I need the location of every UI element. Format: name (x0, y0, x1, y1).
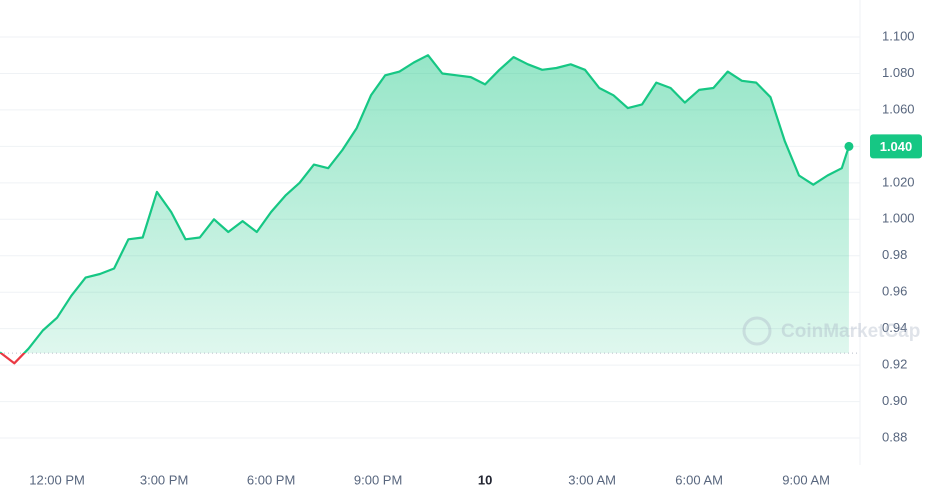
y-tick-label: 0.94 (882, 320, 907, 335)
y-tick-label: 0.90 (882, 393, 907, 408)
y-tick-label: 1.060 (882, 101, 915, 116)
y-tick-label: 0.92 (882, 357, 907, 372)
y-tick-label: 0.88 (882, 429, 907, 444)
x-tick-label: 3:00 PM (140, 472, 188, 487)
x-tick-label: 6:00 AM (675, 472, 723, 487)
watermark: CoinMarketCap (742, 316, 920, 346)
y-tick-label: 1.100 (882, 28, 915, 43)
price-line (0, 54, 850, 365)
y-tick-label: 0.96 (882, 284, 907, 299)
price-tag (870, 134, 922, 159)
x-tick-label: 10 (478, 472, 492, 487)
watermark-text: CoinMarketCap (781, 321, 920, 342)
x-tick-label: 12:00 PM (29, 472, 85, 487)
y-tick-label: 1.000 (882, 211, 915, 226)
last-point (844, 141, 854, 151)
x-tick-label: 9:00 PM (354, 472, 402, 487)
area (0, 55, 849, 354)
x-tick-label: 6:00 PM (247, 472, 295, 487)
y-tick-label: 1.080 (882, 65, 915, 80)
x-tick-label: 3:00 AM (568, 472, 616, 487)
price-tag-label: 1.040 (880, 139, 913, 154)
y-tick-label: 0.98 (882, 247, 907, 262)
y-tick-label: 1.020 (882, 174, 915, 189)
x-tick-label: 9:00 AM (782, 472, 830, 487)
